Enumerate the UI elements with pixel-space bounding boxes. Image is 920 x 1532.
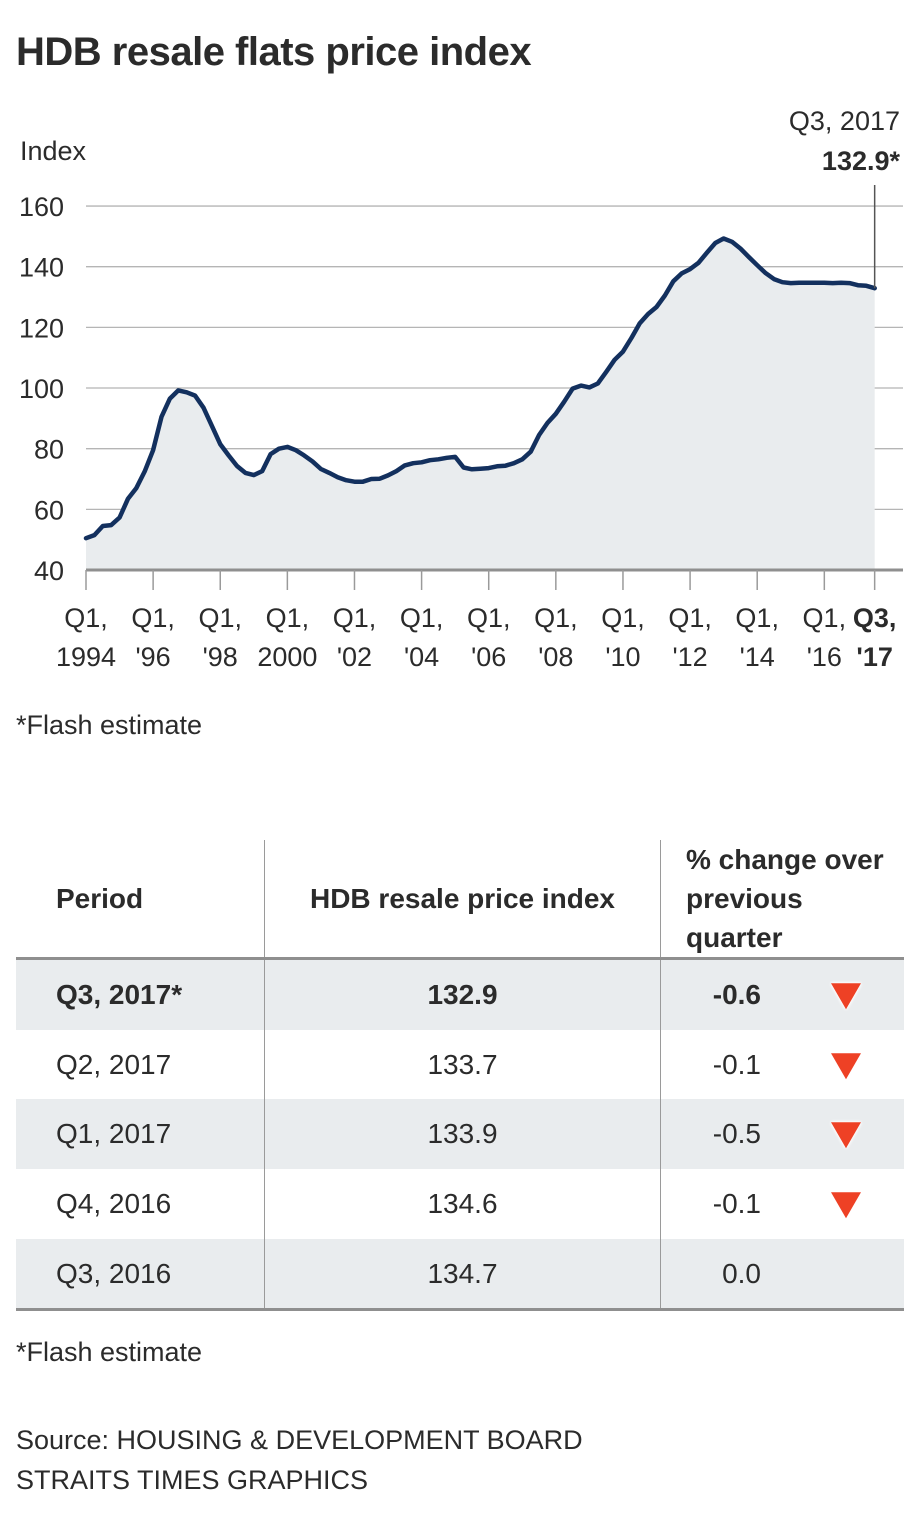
change-value: 0.0 [722,1257,761,1289]
table-row: Q3, 2016 134.7 0.0 [16,1238,904,1310]
chart-footnote: *Flash estimate [16,710,203,740]
x-tick-label: Q1, [333,603,377,633]
x-tick-label: '08 [538,642,573,672]
table-footnote: *Flash estimate [16,1337,203,1367]
change-value: -0.1 [712,1187,761,1219]
change-value: -0.5 [712,1118,761,1150]
cell-period: Q3, 2017* [56,978,183,1010]
x-tick-label: 1994 [56,642,116,672]
x-tick-label: '14 [740,642,775,672]
x-tick-label: Q1, [131,603,175,633]
credit-line: STRAITS TIMES GRAPHICS [16,1465,369,1495]
y-tick-label: 140 [19,253,64,283]
x-tick-label: Q1, [601,603,645,633]
y-tick-label: 120 [19,313,64,343]
table-row: Q4, 2016 134.6 -0.1 [16,1169,904,1239]
y-tick-label: 160 [19,192,64,222]
table-header-row: Period HDB resale price index % change o… [16,840,904,959]
column-header-change: % change over previous quarter [660,840,904,959]
cell-index: 132.9 [264,958,661,1030]
annotation-period: Q3, 2017 [789,106,900,136]
x-tick-label: Q1, [803,603,847,633]
table-row: Q3, 2017* 132.9 -0.6 [16,958,904,1030]
cell-period: Q4, 2016 [56,1187,172,1219]
x-tick-label: '96 [136,642,171,672]
change-value: -0.6 [712,978,761,1010]
annotation-value: 132.9* [822,146,901,176]
column-header-change-line1: % change over [686,844,884,875]
x-tick-label: Q1, [266,603,310,633]
x-tick-label: 2000 [257,642,317,672]
down-arrow-icon [831,1192,861,1219]
cell-period: Q1, 2017 [56,1118,172,1150]
x-tick-label: '06 [471,642,506,672]
table-row: Q2, 2017 133.7 -0.1 [16,1029,904,1100]
cell-index: 134.7 [264,1238,661,1310]
y-tick-labels: 40 60 80 100 120 140 160 [19,192,64,586]
x-tick-label: '10 [605,642,640,672]
column-header-period: Period [56,883,144,914]
down-arrow-icon [831,1122,861,1149]
x-tick-label: '04 [404,642,439,672]
table-row: Q1, 2017 133.9 -0.5 [16,1099,904,1170]
cell-change: 0.0 [660,1238,904,1310]
cell-index: 133.7 [264,1029,661,1100]
x-tick-label: '16 [807,642,842,672]
x-tick-label: Q1, [534,603,578,633]
x-tick-label: Q1, [198,603,242,633]
x-tick-label: '02 [337,642,372,672]
cell-index: 133.9 [264,1099,661,1170]
cell-index: 134.6 [264,1169,661,1239]
y-tick-label: 100 [19,374,64,404]
down-arrow-icon [831,1052,861,1079]
source-credit: Source: HOUSING & DEVELOPMENT BOARD STRA… [16,1420,583,1500]
x-tick-label: Q1, [400,603,444,633]
index-table: Period HDB resale price index % change o… [16,840,904,1311]
x-tick-label: Q1, [467,603,511,633]
x-tick-label: Q1, [64,603,108,633]
cell-change: -0.1 [660,1169,904,1239]
y-axis-label: Index [20,136,87,166]
down-arrow-icon [831,983,861,1010]
cell-change: -0.6 [660,958,904,1030]
x-tick-label: Q1, [735,603,779,633]
source-line: Source: HOUSING & DEVELOPMENT BOARD [16,1425,583,1455]
x-tick-label: Q1, [668,603,712,633]
column-header-change-line2: previous quarter [686,883,803,953]
y-tick-label: 60 [34,495,64,525]
x-tick-label: '12 [672,642,707,672]
x-ticks: Q1, 1994 Q1, '96 Q1, '98 Q1, 2000 Q1, '02 Q1, '04 Q1… [56,570,896,672]
chart-title: HDB resale flats price index [16,30,532,74]
series-area [86,238,875,570]
x-tick-label: Q3, [853,603,897,633]
series-line [83,236,877,541]
y-tick-label: 80 [34,435,64,465]
column-header-index: HDB resale price index [264,840,661,959]
cell-change: -0.1 [660,1029,904,1100]
cell-change: -0.5 [660,1099,904,1170]
x-tick-label: '98 [203,642,238,672]
x-tick-label: '17 [856,642,892,672]
cell-period: Q2, 2017 [56,1048,172,1080]
change-value: -0.1 [712,1048,761,1080]
cell-period: Q3, 2016 [56,1257,172,1289]
y-tick-label: 40 [34,556,64,586]
